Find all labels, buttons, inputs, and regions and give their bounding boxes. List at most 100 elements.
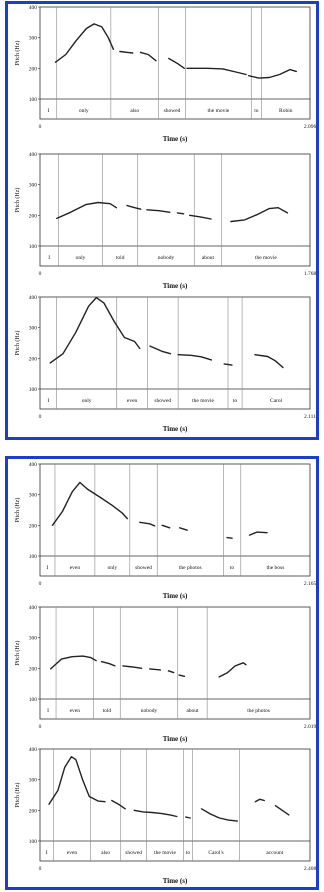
chart-3-y-tick-label: 200 [29, 356, 38, 362]
chart-5-word-label: the photos [247, 708, 270, 714]
chart-4-x-tick-label-end: 2.165 [304, 581, 316, 587]
chart-4-frame [39, 463, 311, 577]
chart-4-word-label: the photos [179, 565, 202, 571]
chart-3-word-label: the movie [192, 398, 214, 404]
chart-3-x-tick-label-end: 2.111 [304, 414, 316, 420]
chart-1-y-tick-label: 300 [29, 36, 38, 42]
chart-4-pitch-segment-3 [161, 524, 171, 529]
chart-5-pitch-segment-1 [50, 655, 97, 670]
chart-6-y-tick-label: 300 [29, 778, 38, 784]
chart-6-word-label: showed [125, 850, 142, 856]
chart-1-y-tick-label: 100 [29, 97, 38, 103]
chart-3-pitch-segment-2 [149, 345, 172, 355]
chart-1-word-label: to [254, 108, 259, 114]
chart-1-pitch-segment-6 [247, 68, 297, 79]
chart-4-pitch-segment-6 [248, 531, 268, 536]
chart-4-x-axis-label: Time (s) [163, 592, 188, 600]
chart-5-word-label: I [47, 708, 49, 714]
chart-5-x-tick-label-start: 0 [39, 724, 42, 730]
chart-4-x-tick-label-start: 0 [39, 581, 42, 587]
chart-5-pitch-segment-7 [218, 662, 247, 678]
chart-2-x-tick-label-end: 1.768 [304, 271, 316, 277]
chart-3-frame [39, 296, 311, 410]
chart-6-y-tick-label: 100 [29, 839, 38, 845]
chart-2-pitch-segment-1 [56, 201, 118, 220]
chart-2-word-label: the movie [255, 255, 277, 261]
chart-2-y-axis-label: Pitch (Hz) [14, 188, 21, 213]
chart-1-x-axis-label: Time (s) [163, 135, 188, 143]
chart-2-pitch-segment-2 [126, 204, 142, 210]
chart-3-y-axis-label: Pitch (Hz) [14, 331, 21, 356]
chart-5-frame [39, 606, 311, 720]
chart-3-y-tick-label: 300 [29, 326, 38, 332]
chart-3-word-label: only [82, 398, 92, 404]
chart-6-y-tick-label: 400 [29, 747, 38, 753]
chart-1-y-tick-label: 400 [29, 5, 38, 11]
chart-4-word-label: I [47, 565, 49, 571]
chart-4-y-tick-label: 400 [29, 462, 38, 468]
chart-5-word-label: nobody [141, 708, 158, 714]
chart-6-word-label: Carol's [208, 850, 223, 856]
chart-3-x-axis-label: Time (s) [163, 425, 188, 433]
chart-3-x-tick-label-start: 0 [39, 414, 42, 420]
chart-4-pitch-segment-2 [139, 521, 156, 527]
chart-1-pitch-segment-1 [54, 23, 115, 63]
chart-6-y-axis-label: Pitch (Hz) [14, 783, 21, 808]
chart-1-pitch-segment-5 [186, 67, 247, 76]
chart-6-x-tick-label-start: 0 [39, 866, 42, 872]
chart-4-pitch-segment-5 [226, 536, 233, 539]
chart-6-y-tick-label: 200 [29, 808, 38, 814]
chart-3-word-label: Carol [270, 398, 283, 404]
chart-1-word-label: I [47, 108, 49, 114]
chart-2-pitch-segment-4 [176, 212, 185, 215]
chart-4-y-tick-label: 200 [29, 523, 38, 529]
chart-4-word-label: to [230, 565, 235, 571]
chart-2-y-tick-label: 300 [29, 183, 38, 189]
chart-5-x-tick-label-end: 2.019 [304, 724, 316, 730]
chart-4-word-label: the boss [266, 565, 284, 571]
chart-5-y-tick-label: 400 [29, 605, 38, 611]
chart-1-word-label: also [130, 108, 139, 114]
chart-5-x-axis-label: Time (s) [163, 735, 188, 743]
chart-2-pitch-segment-3 [146, 209, 171, 214]
chart-2-word-label: about [202, 255, 215, 261]
chart-6-pitch-segment-5 [200, 808, 239, 822]
chart-6-word-label: the movie [154, 850, 176, 856]
chart-6-pitch-segment-3 [133, 809, 178, 818]
chart-2-word-label: I [48, 255, 50, 261]
chart-4-pitch-segment-1 [51, 481, 129, 527]
chart-6-pitch-segment-7 [274, 805, 290, 816]
chart-1-word-label: only [79, 108, 89, 114]
chart-5-pitch-segment-6 [178, 674, 186, 678]
chart-1-word-label: showed [164, 108, 181, 114]
chart-6-frame [39, 748, 311, 862]
chart-3-pitch-segment-4 [223, 363, 233, 366]
chart-1-pitch-segment-3 [139, 51, 157, 62]
chart-2-pitch-segment-6 [230, 206, 289, 223]
chart-5-pitch-segment-5 [167, 670, 175, 674]
chart-4-word-label: even [70, 565, 81, 571]
chart-5-word-label: about [186, 708, 199, 714]
chart-5-y-tick-label: 300 [29, 636, 38, 642]
chart-1-word-label: the movie [207, 108, 229, 114]
chart-3-pitch-segment-3 [177, 354, 213, 361]
chart-3-pitch-segment-1 [49, 296, 141, 364]
chart-5-y-tick-label: 100 [29, 697, 38, 703]
chart-1-frame [39, 6, 311, 120]
chart-2-y-tick-label: 100 [29, 244, 38, 250]
chart-4-word-label: showed [135, 565, 152, 571]
chart-6-x-axis-label: Time (s) [163, 877, 188, 885]
chart-2-word-label: nobody [158, 255, 175, 261]
chart-3-word-label: I [47, 398, 49, 404]
chart-3-y-tick-label: 100 [29, 387, 38, 393]
chart-1-pitch-segment-4 [168, 57, 186, 70]
chart-6-pitch-segment-2 [111, 799, 126, 810]
chart-2-word-label: only [76, 255, 86, 261]
chart-5-pitch-segment-2 [100, 660, 116, 667]
chart-5-word-label: told [103, 708, 112, 714]
